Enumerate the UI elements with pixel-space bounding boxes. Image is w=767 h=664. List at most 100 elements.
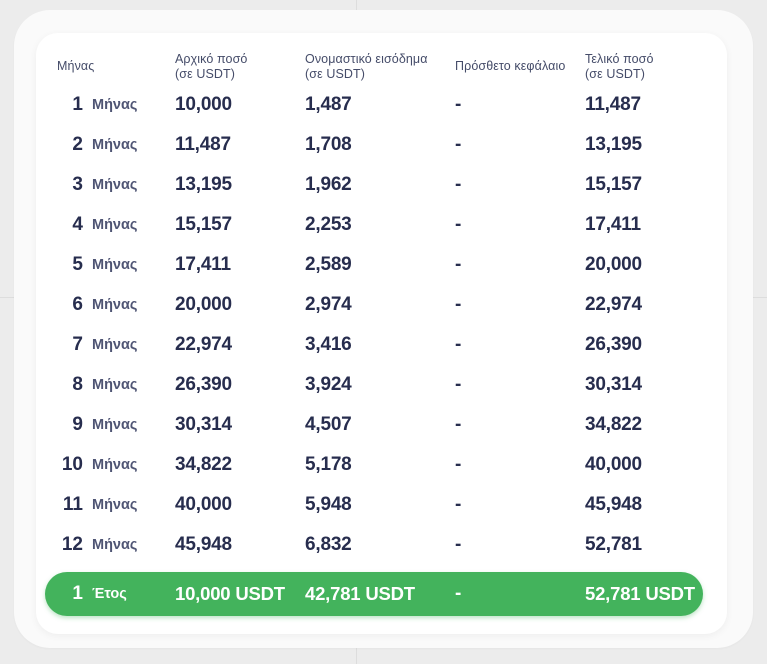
nominal-income-cell: 5,178: [305, 454, 352, 475]
header-initial-amount: Αρχικό ποσό (σε USDT): [175, 51, 248, 81]
initial-amount-cell: 45,948: [175, 534, 232, 555]
table-row: 5 Μήνας 17,411 2,589 - 20,000: [57, 245, 706, 285]
month-label: Μήνας: [92, 177, 138, 193]
final-amount-cell: 15,157: [585, 174, 642, 195]
month-label: Μήνας: [92, 97, 138, 113]
nominal-income-cell: 2,589: [305, 254, 352, 275]
nominal-income-cell: 2,253: [305, 214, 352, 235]
additional-capital-cell: -: [455, 94, 462, 115]
additional-capital-cell: -: [455, 374, 462, 395]
nominal-income-cell: 1,962: [305, 174, 352, 195]
header-month: Μήνας: [57, 59, 175, 74]
nominal-income-cell: 3,924: [305, 374, 352, 395]
month-number: 1: [72, 94, 83, 115]
nominal-income-cell: 5,948: [305, 494, 352, 515]
month-label: Μήνας: [92, 297, 138, 313]
initial-amount-cell: 22,974: [175, 334, 232, 355]
month-number: 6: [72, 294, 83, 315]
table-row: 12 Μήνας 45,948 6,832 - 52,781: [57, 525, 706, 565]
table-row: 9 Μήνας 30,314 4,507 - 34,822: [57, 405, 706, 445]
table-row: 10 Μήνας 34,822 5,178 - 40,000: [57, 445, 706, 485]
month-label: Μήνας: [92, 457, 138, 473]
nominal-income-cell: 3,416: [305, 334, 352, 355]
month-number: 2: [72, 134, 83, 155]
final-amount-cell: 45,948: [585, 494, 642, 515]
year-final-amount: 52,781 USDT: [585, 583, 695, 604]
month-label: Μήνας: [92, 417, 138, 433]
month-label: Μήνας: [92, 537, 138, 553]
table-row: 8 Μήνας 26,390 3,924 - 30,314: [57, 365, 706, 405]
final-amount-cell: 40,000: [585, 454, 642, 475]
outer-panel: Μήνας Αρχικό ποσό (σε USDT) Ονομαστικό ε…: [14, 10, 753, 648]
initial-amount-cell: 11,487: [175, 134, 231, 155]
additional-capital-cell: -: [455, 494, 462, 515]
year-additional-capital: -: [455, 583, 462, 604]
initial-amount-cell: 40,000: [175, 494, 232, 515]
header-final-amount: Τελικό ποσό (σε USDT): [585, 51, 654, 81]
year-label: Έτος: [92, 586, 127, 602]
final-amount-cell: 22,974: [585, 294, 642, 315]
month-number: 5: [72, 254, 83, 275]
table-header-row: Μήνας Αρχικό ποσό (σε USDT) Ονομαστικό ε…: [57, 49, 706, 85]
initial-amount-cell: 15,157: [175, 214, 232, 235]
year-summary-row: 1 Έτος 10,000 USDT 42,781 USDT - 52,781 …: [45, 572, 703, 616]
table-body: 1 Μήνας 10,000 1,487 - 11,487 2 Μήνας 11…: [57, 85, 706, 565]
table-row: 3 Μήνας 13,195 1,962 - 15,157: [57, 165, 706, 205]
initial-amount-cell: 13,195: [175, 174, 232, 195]
month-number: 9: [72, 414, 83, 435]
final-amount-cell: 30,314: [585, 374, 642, 395]
initial-amount-cell: 17,411: [175, 254, 231, 275]
final-amount-cell: 34,822: [585, 414, 642, 435]
month-label: Μήνας: [92, 377, 138, 393]
month-label: Μήνας: [92, 497, 138, 513]
initial-amount-cell: 20,000: [175, 294, 232, 315]
additional-capital-cell: -: [455, 334, 462, 355]
additional-capital-cell: -: [455, 534, 462, 555]
final-amount-cell: 26,390: [585, 334, 642, 355]
final-amount-cell: 52,781: [585, 534, 642, 555]
nominal-income-cell: 1,487: [305, 94, 352, 115]
initial-amount-cell: 34,822: [175, 454, 232, 475]
final-amount-cell: 20,000: [585, 254, 642, 275]
month-number: 11: [62, 494, 83, 515]
year-nominal-income: 42,781 USDT: [305, 583, 415, 604]
table-row: 2 Μήνας 11,487 1,708 - 13,195: [57, 125, 706, 165]
initial-amount-cell: 30,314: [175, 414, 232, 435]
table-row: 7 Μήνας 22,974 3,416 - 26,390: [57, 325, 706, 365]
header-additional-capital: Πρόσθετο κεφάλαιο: [455, 59, 566, 74]
initial-amount-cell: 26,390: [175, 374, 232, 395]
month-number: 10: [61, 454, 83, 475]
year-initial-amount: 10,000 USDT: [175, 583, 285, 604]
additional-capital-cell: -: [455, 134, 462, 155]
additional-capital-cell: -: [455, 214, 462, 235]
table-row: 11 Μήνας 40,000 5,948 - 45,948: [57, 485, 706, 525]
table-row: 1 Μήνας 10,000 1,487 - 11,487: [57, 85, 706, 125]
nominal-income-cell: 6,832: [305, 534, 352, 555]
month-number: 8: [72, 374, 83, 395]
table-row: 6 Μήνας 20,000 2,974 - 22,974: [57, 285, 706, 325]
table-row: 4 Μήνας 15,157 2,253 - 17,411: [57, 205, 706, 245]
final-amount-cell: 17,411: [585, 214, 641, 235]
additional-capital-cell: -: [455, 414, 462, 435]
month-label: Μήνας: [92, 217, 138, 233]
month-label: Μήνας: [92, 137, 138, 153]
additional-capital-cell: -: [455, 254, 462, 275]
additional-capital-cell: -: [455, 454, 462, 475]
final-amount-cell: 13,195: [585, 134, 642, 155]
final-amount-cell: 11,487: [585, 94, 641, 115]
compound-interest-table-card: Μήνας Αρχικό ποσό (σε USDT) Ονομαστικό ε…: [36, 33, 727, 634]
nominal-income-cell: 4,507: [305, 414, 352, 435]
additional-capital-cell: -: [455, 174, 462, 195]
month-number: 4: [72, 214, 83, 235]
month-label: Μήνας: [92, 337, 138, 353]
initial-amount-cell: 10,000: [175, 94, 232, 115]
year-number: 1: [72, 583, 83, 604]
header-nominal-income: Ονομαστικό εισόδημα (σε USDT): [305, 51, 428, 81]
nominal-income-cell: 2,974: [305, 294, 352, 315]
nominal-income-cell: 1,708: [305, 134, 352, 155]
month-label: Μήνας: [92, 257, 138, 273]
month-number: 12: [61, 534, 83, 555]
month-number: 3: [72, 174, 83, 195]
month-number: 7: [72, 334, 83, 355]
additional-capital-cell: -: [455, 294, 462, 315]
